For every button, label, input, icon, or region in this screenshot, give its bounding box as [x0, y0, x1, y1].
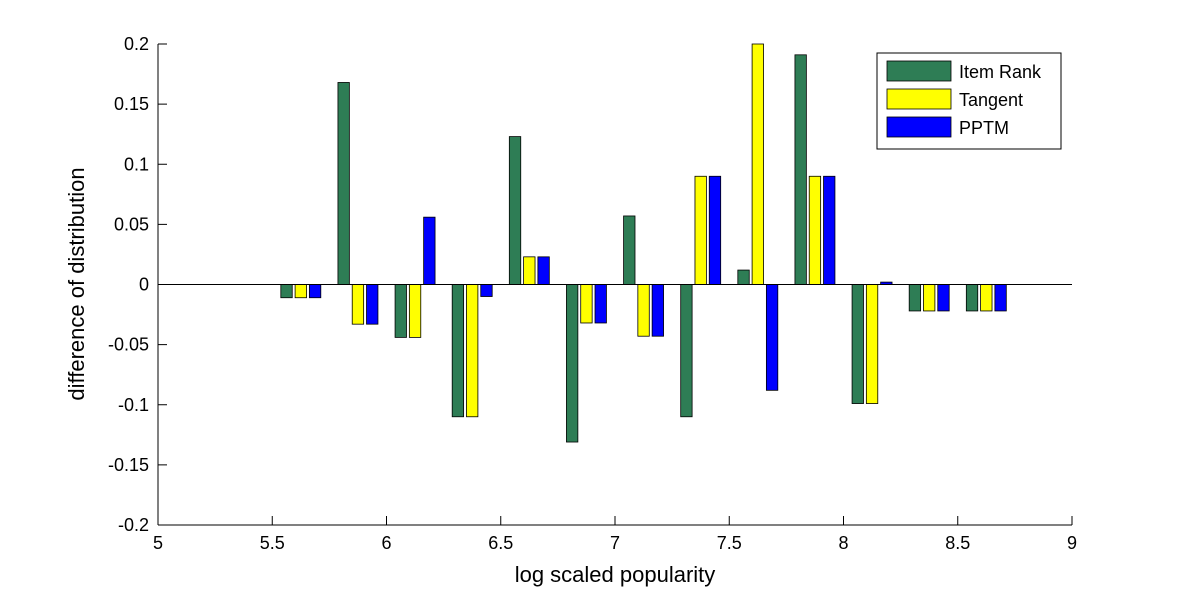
- bar: [623, 215, 636, 285]
- ticks-layer: 5 5.5 6 6.5 7 7.5 8 8.5 9 -0.2 -0.15 -0.1 -0.05 0 0.05…: [108, 34, 1077, 553]
- bar: [994, 284, 1007, 312]
- legend-label: PPTM: [959, 118, 1009, 138]
- x-tick-label: 9: [1067, 533, 1077, 553]
- bar: [751, 43, 764, 285]
- legend-swatch: [886, 116, 952, 138]
- x-tick-label: 6: [381, 533, 391, 553]
- x-tick-label: 8.5: [945, 533, 970, 553]
- bar: [451, 284, 465, 418]
- y-tick-label: 0: [139, 275, 149, 295]
- bar: [480, 284, 493, 297]
- series-pptm: [308, 175, 1007, 391]
- y-tick-label: -0.05: [108, 335, 149, 355]
- x-tick-label: 7.5: [717, 533, 742, 553]
- x-tick-label: 8: [838, 533, 848, 553]
- bar: [865, 284, 879, 404]
- y-tick-label: 0.2: [124, 34, 149, 54]
- bar: [694, 175, 707, 285]
- y-tick-label: -0.2: [118, 515, 149, 535]
- bar: [408, 284, 422, 338]
- y-tick-label: -0.15: [108, 455, 149, 475]
- bar: [466, 284, 479, 418]
- bar: [594, 284, 607, 324]
- bar: [566, 284, 579, 443]
- legend-label: Item Rank: [959, 62, 1042, 82]
- legend-swatch: [886, 88, 952, 110]
- bar: [737, 269, 750, 285]
- bar: [937, 284, 950, 312]
- x-tick-label: 6.5: [488, 533, 513, 553]
- bar: [523, 256, 536, 285]
- x-tick-label: 7: [610, 533, 620, 553]
- y-tick-label: 0.15: [114, 94, 149, 114]
- bar: [508, 136, 522, 285]
- bar: [651, 284, 664, 337]
- bar: [765, 284, 779, 391]
- legend-label: Tangent: [959, 90, 1023, 110]
- bar: [823, 175, 836, 285]
- legend-swatch: [886, 60, 952, 82]
- legend: Item Rank Tangent PPTM: [876, 52, 1062, 150]
- bar: [366, 284, 379, 325]
- x-tick-label: 5.5: [260, 533, 285, 553]
- bar: [808, 175, 822, 285]
- bar: [851, 284, 864, 404]
- bar: [337, 82, 350, 285]
- x-tick-label: 5: [153, 533, 163, 553]
- bar: [908, 284, 922, 312]
- bar: [980, 284, 993, 312]
- bar: [294, 284, 307, 299]
- y-tick-label: 0.1: [124, 154, 149, 174]
- bar: [794, 54, 807, 285]
- bar: [394, 284, 407, 338]
- bar: [308, 284, 322, 299]
- bar: [708, 175, 722, 285]
- bar: [965, 284, 979, 312]
- bar: [680, 284, 693, 418]
- bar: [280, 284, 293, 299]
- y-tick-label: 0.05: [114, 214, 149, 234]
- y-axis-label: difference of distribution: [64, 167, 89, 400]
- x-axis-label: log scaled popularity: [515, 562, 716, 587]
- bar: [537, 256, 550, 285]
- bar: [423, 216, 436, 285]
- bar: [580, 284, 593, 324]
- bar: [637, 284, 650, 337]
- bar: [923, 284, 936, 312]
- bar: [351, 284, 365, 325]
- y-tick-label: -0.1: [118, 395, 149, 415]
